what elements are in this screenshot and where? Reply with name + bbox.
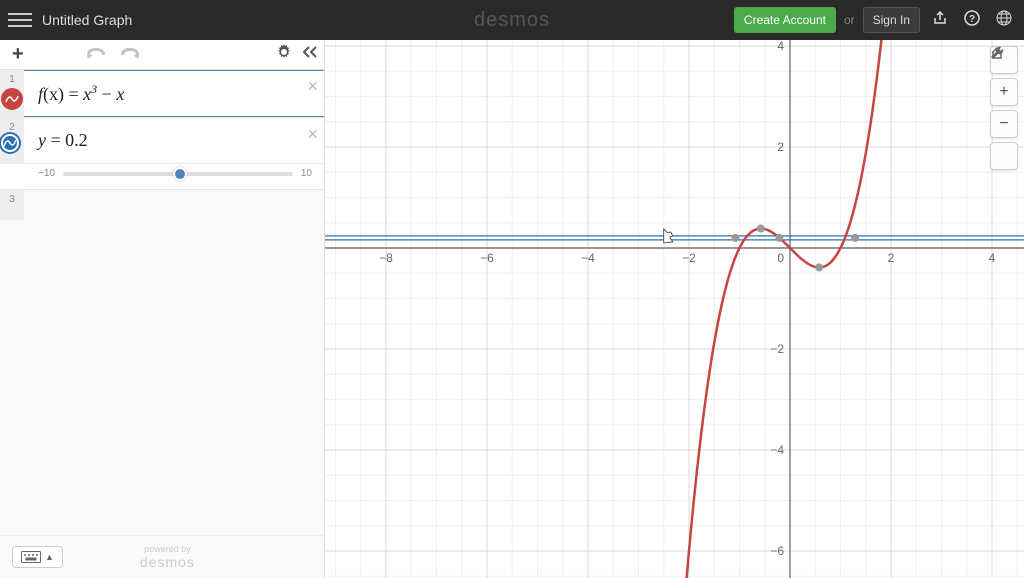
slider-row: −10 10 — [0, 164, 324, 190]
sidebar-toolbar: + — [0, 40, 324, 70]
slider-thumb[interactable] — [173, 167, 187, 181]
svg-text:2: 2 — [777, 140, 784, 154]
svg-text:−6: −6 — [480, 251, 494, 265]
slider-track[interactable] — [63, 172, 293, 176]
svg-text:?: ? — [969, 14, 975, 25]
expression-color-icon[interactable] — [1, 134, 19, 152]
expression-sidebar: + 1 f(x) = x3 — [0, 40, 325, 578]
desmos-logo: desmos — [474, 9, 550, 32]
sidebar-footer: ▲ powered by desmos — [0, 535, 324, 578]
svg-text:−4: −4 — [770, 443, 784, 457]
delete-expression-icon[interactable]: × — [307, 76, 318, 97]
zoom-out-button[interactable]: − — [990, 110, 1018, 138]
graph-title[interactable]: Untitled Graph — [42, 12, 132, 28]
graph-area[interactable]: −8−6−4−22468−8−6−4−2240 + − — [325, 40, 1024, 578]
delete-expression-icon[interactable]: × — [307, 124, 318, 145]
expression-row[interactable]: 1 f(x) = x3 − x × — [0, 70, 324, 118]
language-icon[interactable] — [992, 10, 1016, 31]
sign-in-button[interactable]: Sign In — [863, 7, 920, 33]
app-header: Untitled Graph desmos Create Account or … — [0, 0, 1024, 40]
settings-icon[interactable] — [276, 44, 292, 65]
menu-icon[interactable] — [8, 8, 32, 32]
redo-icon[interactable] — [119, 45, 141, 64]
help-icon[interactable]: ? — [960, 10, 984, 31]
undo-icon[interactable] — [85, 45, 107, 64]
keyboard-button[interactable]: ▲ — [12, 546, 63, 568]
create-account-button[interactable]: Create Account — [734, 7, 836, 33]
svg-text:−4: −4 — [581, 251, 595, 265]
expression-row[interactable]: 2 y = 0.2 × — [0, 118, 324, 164]
expression-index: 2 — [0, 118, 24, 163]
zoom-in-button[interactable]: + — [990, 78, 1018, 106]
svg-text:−6: −6 — [770, 544, 784, 558]
svg-text:2: 2 — [888, 251, 895, 265]
svg-text:−2: −2 — [770, 342, 784, 356]
svg-text:4: 4 — [777, 40, 784, 53]
expression-input[interactable]: f(x) = x3 − x — [24, 70, 324, 117]
powered-by-label: powered by desmos — [140, 544, 195, 570]
expression-input[interactable]: y = 0.2 — [24, 118, 324, 163]
svg-text:−8: −8 — [379, 251, 393, 265]
collapse-sidebar-icon[interactable] — [302, 45, 318, 64]
add-expression-button[interactable]: + — [6, 43, 30, 66]
slider-max: 10 — [301, 168, 312, 179]
graph-canvas[interactable]: −8−6−4−22468−8−6−4−2240 — [325, 40, 1024, 578]
slider-min: −10 — [38, 168, 55, 179]
expression-index: 1 — [0, 70, 24, 117]
share-icon[interactable] — [928, 10, 952, 31]
or-label: or — [844, 13, 855, 27]
svg-text:4: 4 — [989, 251, 996, 265]
expression-index: 3 — [0, 190, 24, 220]
svg-text:−2: −2 — [682, 251, 696, 265]
expression-color-icon[interactable] — [1, 88, 23, 110]
home-icon[interactable] — [990, 142, 1018, 170]
expression-row-empty[interactable]: 3 — [0, 190, 324, 220]
svg-text:0: 0 — [777, 251, 784, 265]
